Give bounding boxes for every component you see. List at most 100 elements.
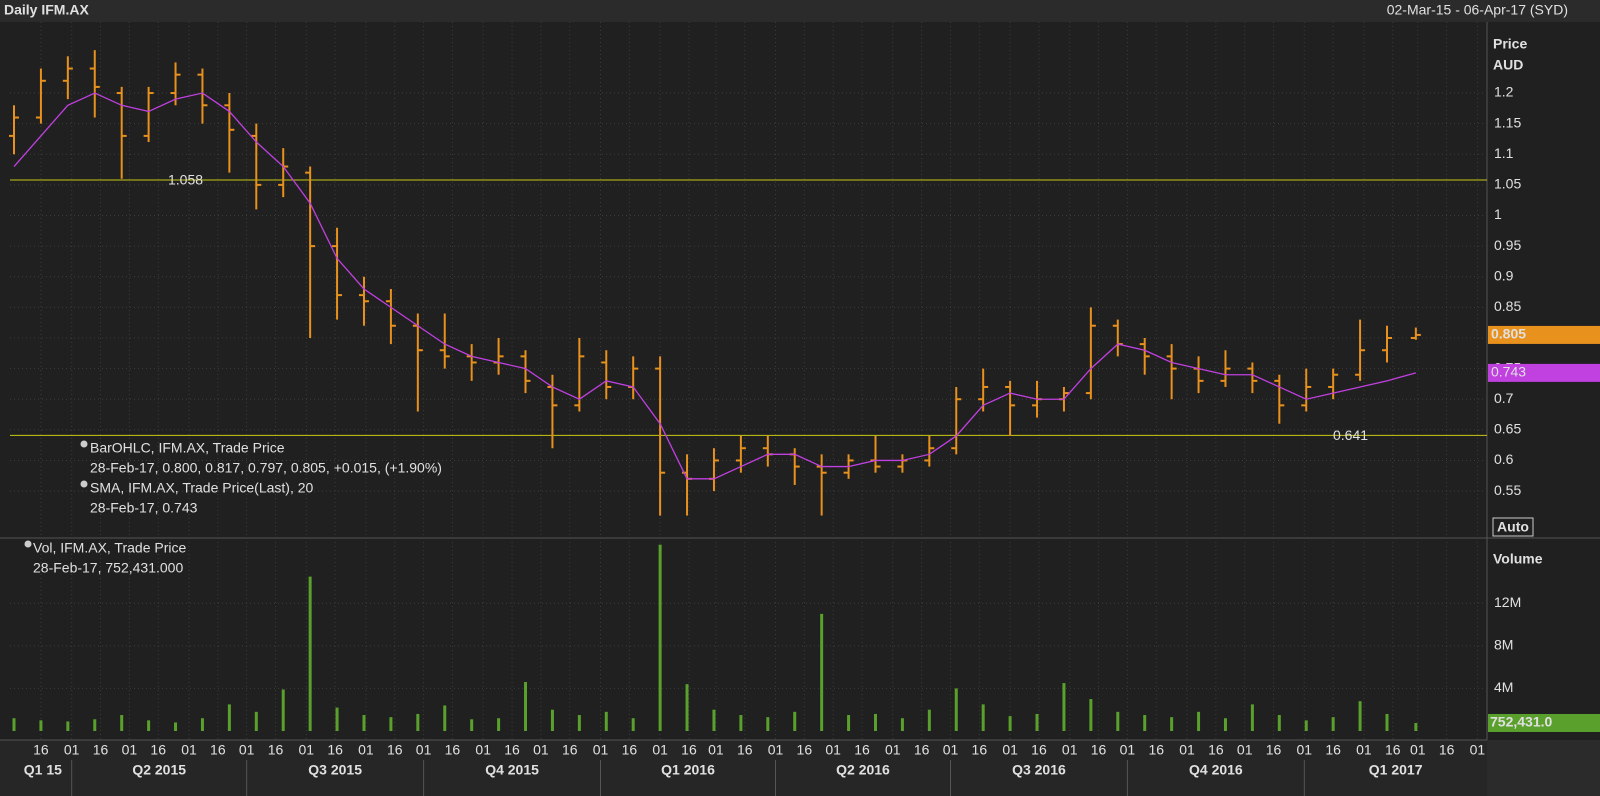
- y-axis-title: Price: [1493, 36, 1527, 52]
- horizontal-line-label: 0.641: [1333, 427, 1368, 443]
- scale-mode[interactable]: Auto: [1497, 519, 1529, 535]
- y-tick-label: 1.2: [1494, 84, 1514, 100]
- last-value-tag: [1488, 713, 1600, 732]
- x-tick-label: 16: [1031, 742, 1047, 758]
- volume-bar: [658, 544, 662, 731]
- x-tick-label: 16: [327, 742, 343, 758]
- volume-bar: [1062, 683, 1066, 731]
- period-label: Q1 2017: [1369, 762, 1423, 778]
- volume-bar: [389, 717, 393, 731]
- x-axis-band: [0, 740, 1487, 796]
- x-tick-label: 01: [358, 742, 374, 758]
- x-tick-label: 16: [972, 742, 988, 758]
- title-bar: [0, 0, 1600, 22]
- volume-bar: [1304, 720, 1308, 731]
- volume-bar: [1331, 717, 1335, 731]
- period-label: Q3 2016: [1012, 762, 1066, 778]
- volume-bar: [1385, 713, 1389, 731]
- period-label: Q2 2015: [132, 762, 186, 778]
- legend-icon[interactable]: [80, 440, 88, 448]
- legend-entry: BarOHLC, IFM.AX, Trade Price: [90, 440, 285, 456]
- y-tick-label: 0.6: [1494, 451, 1514, 467]
- legend-change: +0.015, (+1.90%): [334, 460, 442, 476]
- x-tick-label: 16: [93, 742, 109, 758]
- volume-bar: [254, 711, 258, 731]
- period-label: Q3 2015: [308, 762, 362, 778]
- volume-bar: [1223, 718, 1227, 731]
- x-tick-label: 01: [1237, 742, 1253, 758]
- volume-bar: [1035, 713, 1039, 731]
- volume-bar: [12, 718, 16, 731]
- volume-bar: [281, 689, 285, 731]
- volume-bar: [604, 711, 608, 731]
- volume-bar: [362, 715, 366, 731]
- y-tick-label: 1: [1494, 206, 1502, 222]
- volume-bar: [712, 709, 716, 731]
- volume-bar: [93, 719, 97, 731]
- volume-bar: [927, 709, 931, 731]
- x-tick-label: 01: [1062, 742, 1078, 758]
- legend-icon[interactable]: [24, 540, 32, 548]
- x-tick-label: 01: [1297, 742, 1313, 758]
- x-tick-label: 16: [737, 742, 753, 758]
- volume-bar: [308, 576, 312, 731]
- volume-bar: [227, 704, 231, 731]
- x-tick-label: 16: [1325, 742, 1341, 758]
- x-tick-label: 01: [1470, 742, 1486, 758]
- volume-bar: [39, 720, 43, 731]
- x-tick-label: 01: [652, 742, 668, 758]
- x-tick-label: 01: [533, 742, 549, 758]
- x-tick-label: 16: [1208, 742, 1224, 758]
- legend-detail: 28-Feb-17, 752,431.000: [33, 560, 183, 576]
- legend-entry: Vol, IFM.AX, Trade Price: [33, 540, 186, 556]
- volume-bar: [1277, 715, 1281, 731]
- volume-bar: [954, 688, 958, 731]
- volume-bar: [1143, 715, 1147, 731]
- date-range: 02-Mar-15 - 06-Apr-17 (SYD): [1387, 2, 1568, 18]
- x-tick-label: 16: [622, 742, 638, 758]
- volume-bar: [1008, 716, 1012, 731]
- x-tick-label: 01: [122, 742, 138, 758]
- x-tick-label: 01: [1410, 742, 1426, 758]
- y-tick-label: 8M: [1494, 637, 1513, 653]
- scale-button[interactable]: [1492, 517, 1534, 537]
- y-tick-label: 0.85: [1494, 298, 1521, 314]
- x-tick-label: 16: [387, 742, 403, 758]
- chart-title: Daily IFM.AX: [4, 2, 89, 18]
- x-tick-label: 01: [299, 742, 315, 758]
- volume-bar: [847, 715, 851, 731]
- volume-bar: [685, 684, 689, 731]
- volume-axis-title: Volume: [1493, 551, 1543, 567]
- x-tick-label: 01: [181, 742, 197, 758]
- last-value: 0.743: [1491, 364, 1526, 380]
- x-tick-label: 01: [593, 742, 609, 758]
- x-tick-label: 16: [914, 742, 930, 758]
- volume-bar: [981, 704, 985, 731]
- x-tick-label: 16: [1091, 742, 1107, 758]
- x-tick-label: 01: [1356, 742, 1372, 758]
- legend-icon[interactable]: [80, 480, 88, 488]
- period-label: Q4 2015: [485, 762, 539, 778]
- volume-bar: [443, 705, 447, 731]
- volume-bar: [1250, 704, 1254, 731]
- y-tick-label: 1.1: [1494, 145, 1514, 161]
- x-tick-label: 16: [1385, 742, 1401, 758]
- volume-bar: [1116, 711, 1120, 731]
- legend-detail: 28-Feb-17, 0.800, 0.817, 0.797, 0.805,: [90, 460, 330, 476]
- x-tick-label: 16: [1439, 742, 1455, 758]
- x-tick-label: 16: [854, 742, 870, 758]
- volume-bar: [900, 718, 904, 731]
- volume-bar: [416, 713, 420, 731]
- volume-bar: [524, 682, 528, 731]
- volume-bar: [631, 718, 635, 731]
- volume-bar: [1358, 701, 1362, 731]
- x-tick-label: 16: [797, 742, 813, 758]
- y-axis-unit: AUD: [1493, 57, 1523, 73]
- period-label: Q2 2016: [836, 762, 890, 778]
- volume-bar: [1089, 699, 1093, 731]
- horizontal-line-label: 1.058: [168, 172, 203, 188]
- x-tick-label: 16: [562, 742, 578, 758]
- y-tick-label: 12M: [1494, 594, 1521, 610]
